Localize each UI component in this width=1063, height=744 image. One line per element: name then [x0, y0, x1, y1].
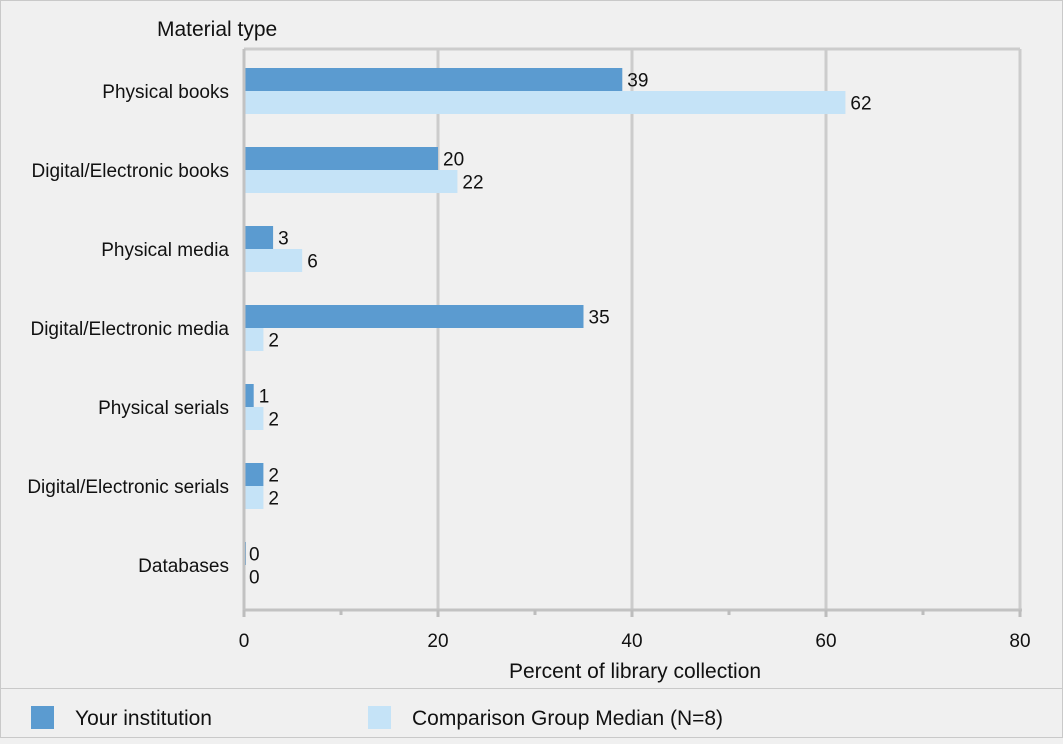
data-label-median-4: 2: [268, 410, 279, 431]
data-label-median-3: 2: [268, 331, 279, 352]
bar-median-2: [244, 249, 303, 272]
x-axis-title: Percent of library collection: [509, 660, 761, 683]
data-label-institution-5: 2: [268, 466, 279, 487]
axis-layer: [242, 49, 1022, 617]
category-label-1: Digital/Electronic books: [32, 161, 229, 182]
labels-layer: Material type Percent of library collect…: [27, 18, 1030, 683]
data-label-institution-3: 35: [589, 308, 610, 329]
data-label-median-1: 22: [462, 173, 483, 194]
bar-median-4: [244, 407, 264, 430]
category-label-6: Databases: [138, 556, 229, 577]
bar-institution-0: [244, 68, 623, 91]
bar-median-3: [244, 328, 264, 351]
legend-swatch-median: [368, 706, 391, 729]
legend-label-median: Comparison Group Median (N=8): [412, 707, 723, 730]
data-label-median-2: 6: [307, 252, 318, 273]
x-tick-label-0: 0: [239, 631, 250, 652]
legend: Your institution Comparison Group Median …: [1, 688, 1063, 730]
legend-swatch-institution: [31, 706, 54, 729]
category-label-5: Digital/Electronic serials: [27, 477, 229, 498]
x-tick-label-20: 20: [427, 631, 448, 652]
category-label-3: Digital/Electronic media: [30, 319, 229, 340]
x-tick-label-40: 40: [621, 631, 642, 652]
category-label-2: Physical media: [101, 240, 229, 261]
category-label-4: Physical serials: [98, 398, 229, 419]
bars-layer: [244, 68, 846, 565]
data-label-institution-4: 1: [259, 387, 270, 408]
bar-median-5: [244, 486, 264, 509]
bar-median-0: [244, 91, 846, 114]
x-tick-label-80: 80: [1009, 631, 1030, 652]
bar-median-1: [244, 170, 458, 193]
data-label-institution-0: 39: [627, 71, 648, 92]
bar-institution-2: [244, 226, 274, 249]
data-label-median-5: 2: [268, 489, 279, 510]
bar-institution-3: [244, 305, 584, 328]
data-label-institution-6: 0: [249, 545, 260, 566]
category-label-0: Physical books: [102, 82, 229, 103]
legend-label-institution: Your institution: [75, 707, 212, 730]
data-label-institution-1: 20: [443, 150, 464, 171]
grid-layer: [244, 47, 1022, 610]
data-label-institution-2: 3: [278, 229, 289, 250]
bar-institution-5: [244, 463, 264, 486]
chart-title: Material type: [157, 18, 277, 41]
data-label-median-6: 0: [249, 568, 260, 589]
bar-institution-4: [244, 384, 254, 407]
data-label-median-0: 62: [850, 94, 871, 115]
x-tick-label-60: 60: [815, 631, 836, 652]
bar-institution-1: [244, 147, 438, 170]
